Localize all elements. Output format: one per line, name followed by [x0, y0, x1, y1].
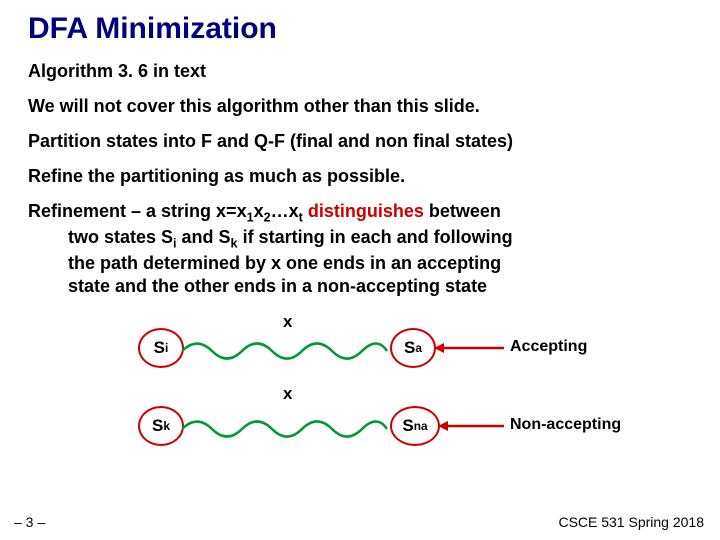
arrow-accepting — [434, 338, 504, 358]
ref-pre: Refinement – a string x=x — [28, 201, 247, 221]
slide-title: DFA Minimization — [28, 12, 692, 46]
ref-l2b: and S — [177, 227, 231, 247]
state-sa-S: S — [404, 338, 415, 358]
ref-distinguishes: distinguishes — [303, 201, 424, 221]
ref-post1: between — [424, 201, 501, 221]
ref-mid1: x — [254, 201, 264, 221]
ref-l3: the path determined by x one ends in an … — [68, 253, 501, 273]
x-label-bottom: x — [283, 384, 292, 404]
state-sk-S: S — [152, 416, 163, 436]
ref-s1: 1 — [247, 211, 254, 225]
state-sna-S: S — [402, 416, 413, 436]
state-sa-sub: a — [415, 341, 422, 355]
wavy-path-top — [182, 336, 392, 366]
ref-s2: 2 — [264, 211, 271, 225]
line-refine: Refine the partitioning as much as possi… — [28, 165, 692, 188]
x-label-top: x — [283, 312, 292, 332]
course-footer: CSCE 531 Spring 2018 — [558, 514, 704, 530]
line-partition: Partition states into F and Q-F (final a… — [28, 130, 692, 153]
ref-mid2: …x — [271, 201, 299, 221]
state-si-sub: i — [165, 341, 168, 355]
label-nonaccepting: Non-accepting — [510, 416, 621, 434]
wavy-path-bottom — [182, 414, 392, 444]
diagram: Si x Sa Accepting Sk x Sna Non-accept — [28, 310, 692, 470]
label-accepting: Accepting — [510, 338, 587, 356]
state-si: Si — [138, 328, 184, 368]
line-notcover: We will not cover this algorithm other t… — [28, 95, 692, 118]
state-si-S: S — [154, 338, 165, 358]
state-sa: Sa — [390, 328, 436, 368]
ref-l2a: two states S — [68, 227, 173, 247]
ref-l2c: if starting in each and following — [238, 227, 513, 247]
line-algorithm: Algorithm 3. 6 in text — [28, 60, 692, 83]
state-sk: Sk — [138, 406, 184, 446]
state-sk-sub: k — [163, 419, 170, 433]
arrow-nonaccepting — [438, 416, 504, 436]
state-sna-sub: na — [414, 419, 428, 433]
ref-l4: state and the other ends in a non-accept… — [68, 276, 487, 296]
state-sna: Sna — [390, 406, 440, 446]
line-refinement: Refinement – a string x=x1x2…xt distingu… — [28, 200, 692, 297]
slide-number: – 3 – — [14, 514, 45, 530]
ref-sk: k — [231, 236, 238, 250]
